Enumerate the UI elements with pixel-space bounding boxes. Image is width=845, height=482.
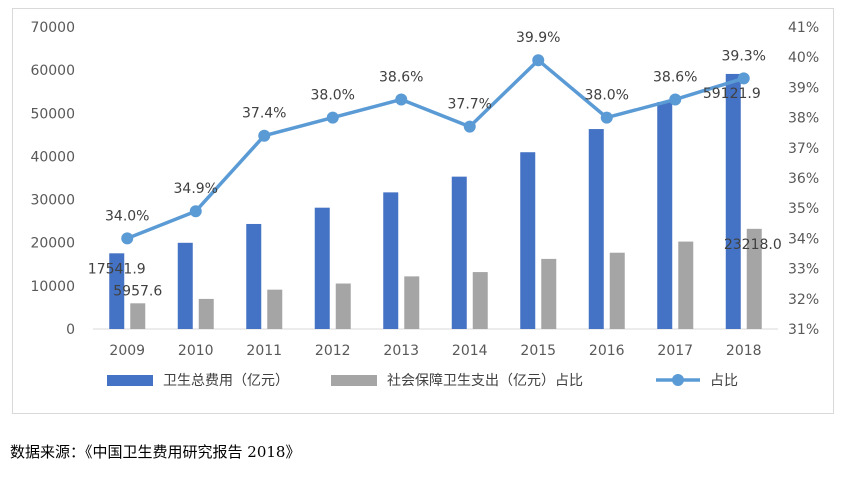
x-tick-label: 2011 bbox=[246, 343, 282, 359]
y-right-tick-label: 39% bbox=[788, 80, 819, 96]
social-security-expenditure-bar bbox=[746, 228, 762, 329]
y-right-tick-label: 34% bbox=[788, 231, 819, 247]
left-axis: 0 10000 20000 30000 40000 50000 60000 70000 bbox=[30, 20, 75, 338]
y-left-tick-label: 60000 bbox=[30, 63, 75, 79]
bar-data-label: 5957.6 bbox=[113, 283, 162, 299]
data-labels-group: 34.0% 34.9% 37.4% 38.0% 38.6% 37.7% 39.9% 38.0%… bbox=[88, 30, 782, 299]
total-health-expenditure-bar bbox=[657, 102, 673, 329]
y-right-tick-label: 38% bbox=[788, 111, 819, 127]
legend-swatch bbox=[107, 375, 153, 386]
ratio-data-label: 39.3% bbox=[722, 48, 766, 64]
ratio-point bbox=[463, 120, 476, 133]
y-right-tick-label: 37% bbox=[788, 141, 819, 157]
source-note: 数据来源：《中国卫生费用研究报告 2018》 bbox=[10, 443, 301, 461]
social-security-expenditure-bar bbox=[198, 298, 214, 329]
x-tick-label: 2010 bbox=[178, 343, 214, 359]
y-left-tick-label: 0 bbox=[66, 322, 75, 338]
total-health-expenditure-bar bbox=[314, 207, 330, 329]
bar-data-label: 59121.9 bbox=[703, 86, 761, 102]
ratio-data-label: 38.0% bbox=[311, 88, 355, 104]
ratio-point bbox=[395, 93, 408, 106]
combo-chart: 0 10000 20000 30000 40000 50000 60000 70000 31%… bbox=[30, 20, 819, 389]
right-axis: 31% 32% 33% 34% 35% 36% 37% 38% 39% 40% 41% bbox=[788, 20, 819, 338]
total-health-expenditure-bar bbox=[246, 223, 262, 329]
y-left-tick-label: 40000 bbox=[30, 149, 75, 165]
ratio-data-label: 34.0% bbox=[105, 208, 149, 224]
legend-swatch bbox=[331, 375, 377, 386]
y-left-tick-label: 50000 bbox=[30, 106, 75, 122]
ratio-data-label: 39.9% bbox=[516, 30, 560, 46]
social-security-expenditure-bar bbox=[609, 252, 625, 329]
y-right-tick-label: 36% bbox=[788, 171, 819, 187]
ratio-point bbox=[600, 111, 613, 124]
total-health-expenditure-bar bbox=[520, 152, 536, 329]
total-health-expenditure-bar bbox=[177, 242, 193, 329]
x-tick-label: 2014 bbox=[452, 343, 488, 359]
ratio-point bbox=[532, 54, 545, 67]
total-health-expenditure-bar bbox=[109, 253, 125, 329]
y-right-tick-label: 41% bbox=[788, 20, 819, 36]
social-security-expenditure-bar bbox=[472, 272, 488, 329]
ratio-data-label: 38.6% bbox=[379, 69, 423, 85]
y-right-tick-label: 35% bbox=[788, 201, 819, 217]
social-security-expenditure-bar bbox=[678, 241, 694, 329]
ratio-data-label: 37.4% bbox=[242, 106, 286, 122]
x-tick-label: 2018 bbox=[726, 343, 762, 359]
y-right-tick-label: 31% bbox=[788, 322, 819, 338]
y-right-tick-label: 33% bbox=[788, 262, 819, 278]
legend-label: 占比 bbox=[710, 373, 738, 389]
chart-frame: 0 10000 20000 30000 40000 50000 60000 70000 31%… bbox=[12, 8, 834, 414]
legend-label: 卫生总费用（亿元） bbox=[163, 373, 289, 389]
social-security-expenditure-bar bbox=[335, 283, 351, 329]
ratio-data-label: 37.7% bbox=[448, 97, 492, 113]
line-group bbox=[121, 54, 750, 245]
x-tick-label: 2017 bbox=[657, 343, 693, 359]
y-left-tick-label: 20000 bbox=[30, 236, 75, 252]
ratio-point bbox=[121, 232, 134, 245]
ratio-point bbox=[189, 205, 202, 218]
x-tick-label: 2012 bbox=[315, 343, 351, 359]
ratio-point bbox=[737, 72, 750, 85]
social-security-expenditure-bar bbox=[267, 289, 283, 329]
ratio-line bbox=[126, 58, 745, 241]
total-health-expenditure-bar bbox=[588, 129, 604, 329]
ratio-point bbox=[326, 111, 339, 124]
legend: 卫生总费用（亿元） 社会保障卫生支出（亿元）占比 占比 bbox=[107, 373, 738, 389]
y-right-tick-label: 40% bbox=[788, 50, 819, 66]
y-left-tick-label: 10000 bbox=[30, 279, 75, 295]
ratio-point bbox=[669, 93, 682, 106]
social-security-expenditure-bar bbox=[404, 276, 420, 329]
social-security-expenditure-bar bbox=[541, 258, 557, 329]
ratio-data-label: 38.0% bbox=[585, 88, 629, 104]
total-health-expenditure-bar bbox=[725, 73, 741, 329]
y-left-tick-label: 30000 bbox=[30, 193, 75, 209]
legend-marker bbox=[672, 374, 684, 386]
bar-data-label: 17541.9 bbox=[88, 261, 146, 277]
total-health-expenditure-bar bbox=[383, 192, 399, 329]
legend-label: 社会保障卫生支出（亿元）占比 bbox=[387, 373, 583, 389]
ratio-point bbox=[258, 129, 271, 142]
social-security-expenditure-bar bbox=[130, 303, 146, 329]
x-axis: 2009 2010 2011 2012 2013 2014 2015 2016 2017 2018 bbox=[93, 328, 778, 359]
ratio-data-label: 38.6% bbox=[653, 69, 697, 85]
y-left-tick-label: 70000 bbox=[30, 20, 75, 36]
total-health-expenditure-bar bbox=[451, 176, 467, 329]
y-right-tick-label: 32% bbox=[788, 292, 819, 308]
bar-data-label: 23218.0 bbox=[724, 237, 782, 253]
x-tick-label: 2016 bbox=[589, 343, 625, 359]
x-tick-label: 2013 bbox=[383, 343, 419, 359]
bars-group bbox=[109, 73, 762, 329]
x-tick-label: 2015 bbox=[520, 343, 556, 359]
x-tick-label: 2009 bbox=[109, 343, 145, 359]
ratio-data-label: 34.9% bbox=[174, 181, 218, 197]
